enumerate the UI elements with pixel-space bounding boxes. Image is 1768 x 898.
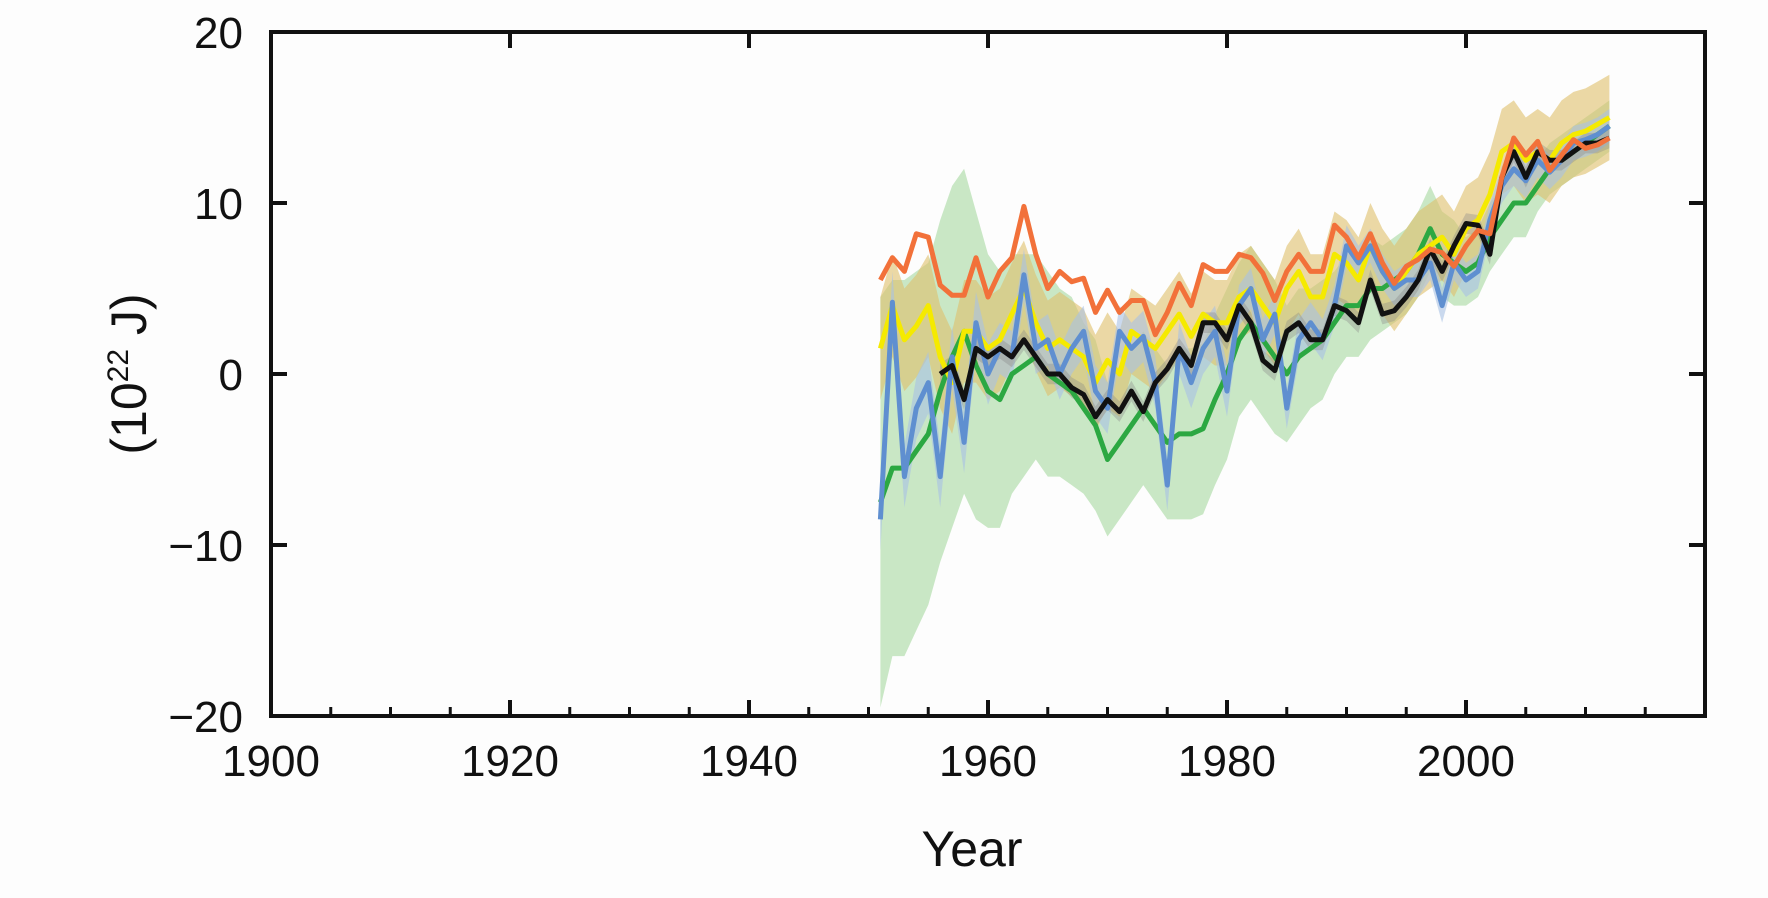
y-tick-label: 0 <box>219 351 243 400</box>
axes: 1900 1920 1940 1960 1980 2000 −20 −10 0 10 20 <box>168 9 1707 786</box>
x-tick-label: 1920 <box>461 737 559 786</box>
y-axis-title: (1022 J) <box>101 293 157 454</box>
y-tick-label: 20 <box>194 9 243 58</box>
x-tick-label: 2000 <box>1417 737 1515 786</box>
x-tick-label: 1940 <box>700 737 798 786</box>
y-axis-title-base: (10 <box>101 382 157 454</box>
x-axis-title: Year <box>921 821 1022 877</box>
x-tick-label: 1980 <box>1178 737 1276 786</box>
line-green <box>878 123 1611 504</box>
x-tick-label: 1900 <box>222 737 320 786</box>
y-axis-title-exponent: 22 <box>102 349 135 382</box>
y-tick-label: 10 <box>194 180 243 229</box>
y-tick-label: −20 <box>168 693 243 742</box>
y-axis-title-unit: J) <box>101 293 157 349</box>
y-tick-label: −10 <box>168 522 243 571</box>
series-lines <box>877 115 1611 520</box>
line-orange <box>878 135 1611 338</box>
x-tick-label: 1960 <box>939 737 1037 786</box>
